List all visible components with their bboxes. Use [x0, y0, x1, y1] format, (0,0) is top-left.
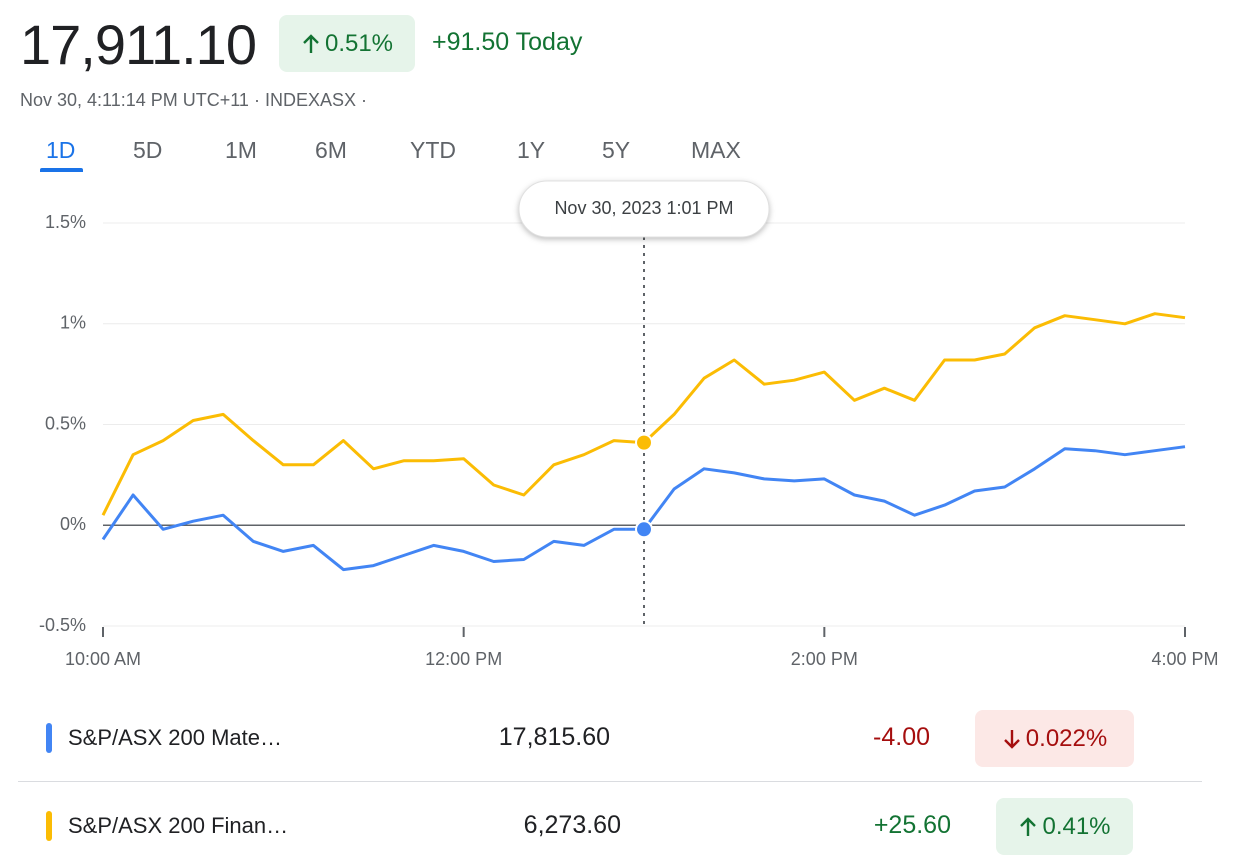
change-badge: 0.51%	[279, 15, 415, 72]
up-arrow	[1020, 816, 1037, 836]
x-tick-label: 10:00 AM	[65, 649, 141, 669]
range-tab[interactable]: YTD	[410, 137, 456, 163]
series-color	[46, 723, 52, 753]
up-arrow	[303, 33, 319, 53]
y-tick-label: 1.5%	[45, 212, 86, 232]
x-tick-label: 4:00 PM	[1151, 649, 1218, 669]
cursor-dot	[635, 433, 653, 452]
range-tab[interactable]: 1M	[225, 137, 257, 163]
chart: -0.5% 0% 0.5% 1% 1.5% 10:00 AM 12:00 PM 2:00 PM…	[39, 180, 1219, 669]
series-name: S&P/ASX 200 Finan…	[68, 813, 289, 838]
y-tick-label: 1%	[60, 313, 86, 333]
quote-price: 6,273.60	[523, 811, 621, 839]
tooltip-box	[518, 180, 770, 238]
range-tab[interactable]: 6M	[315, 137, 347, 163]
range-tab[interactable]: 5Y	[602, 137, 631, 163]
tab-indicator	[40, 168, 83, 172]
quote-percent: 0.41%	[1042, 812, 1111, 840]
quote-change: +25.60	[873, 811, 951, 839]
range-tab[interactable]: 1D	[46, 137, 76, 163]
quote-price: 17,815.60	[498, 723, 610, 751]
x-tick-label: 12:00 PM	[425, 649, 502, 669]
cursor-dot	[635, 520, 653, 539]
x-tick-label: 2:00 PM	[791, 649, 858, 669]
down-arrow	[1003, 729, 1020, 749]
series-color	[46, 811, 52, 841]
series-name: S&P/ASX 200 Mate…	[68, 725, 282, 750]
index-price: 17,911.10	[20, 13, 257, 76]
y-tick-label: 0.5%	[45, 413, 86, 433]
quote-percent: 0.022%	[1025, 724, 1108, 752]
y-tick-label: -0.5%	[39, 615, 86, 635]
quote-change: -4.00	[873, 723, 930, 751]
range-tab[interactable]: 1Y	[517, 137, 546, 163]
y-tick-label: 0%	[60, 514, 86, 534]
range-tab[interactable]: 5D	[133, 137, 163, 163]
range-tab[interactable]: MAX	[691, 137, 741, 163]
change-percent: 0.51%	[324, 29, 394, 57]
percent-badge: 0.41%	[996, 798, 1133, 855]
change-today: +91.50 Today	[432, 28, 583, 56]
timestamp: Nov 30, 4:11:14 PM UTC+11 · INDEXASX ·	[20, 90, 367, 110]
row-separator	[18, 781, 1202, 782]
tooltip-label: Nov 30, 2023 1:01 PM	[554, 198, 733, 218]
percent-badge: 0.022%	[975, 710, 1134, 767]
